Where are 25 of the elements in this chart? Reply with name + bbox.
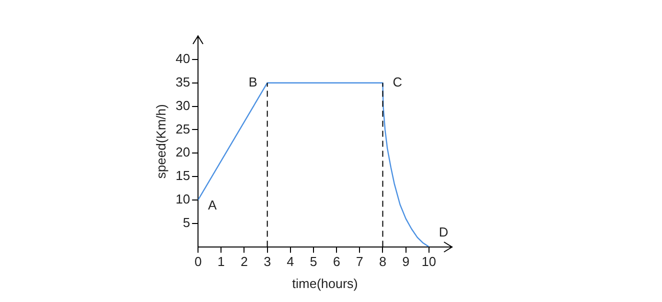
y-tick-label: 15: [176, 168, 190, 184]
x-tick-label: 2: [240, 254, 248, 270]
annotation: D: [438, 224, 448, 240]
y-axis-title: speed(Km/h): [153, 104, 168, 179]
x-tick-label: 5: [310, 254, 318, 270]
x-tick-label: 8: [379, 254, 386, 270]
x-axis-title: time(hours): [292, 276, 358, 291]
x-tick-label: 4: [286, 254, 294, 270]
x-tick-label: 6: [332, 254, 340, 270]
y-tick-label: 5: [182, 214, 190, 230]
x-tick-label: 10: [422, 254, 436, 270]
x-tick-label: 9: [402, 254, 410, 270]
y-tick-label: 20: [176, 144, 190, 160]
x-tick-label: 7: [356, 254, 364, 270]
x-tick-label: 0: [194, 254, 202, 270]
y-tick-label: 35: [176, 74, 190, 90]
annotation: B: [248, 74, 258, 90]
y-tick-label: 25: [176, 121, 190, 136]
y-tick-label: 40: [176, 51, 190, 66]
annotation: C: [392, 74, 402, 90]
x-tick-label: 1: [218, 254, 225, 270]
y-tick-label: 10: [176, 192, 190, 207]
x-tick-label: 3: [264, 254, 271, 270]
y-tick-label: 30: [176, 98, 190, 113]
annotation: A: [208, 198, 218, 213]
